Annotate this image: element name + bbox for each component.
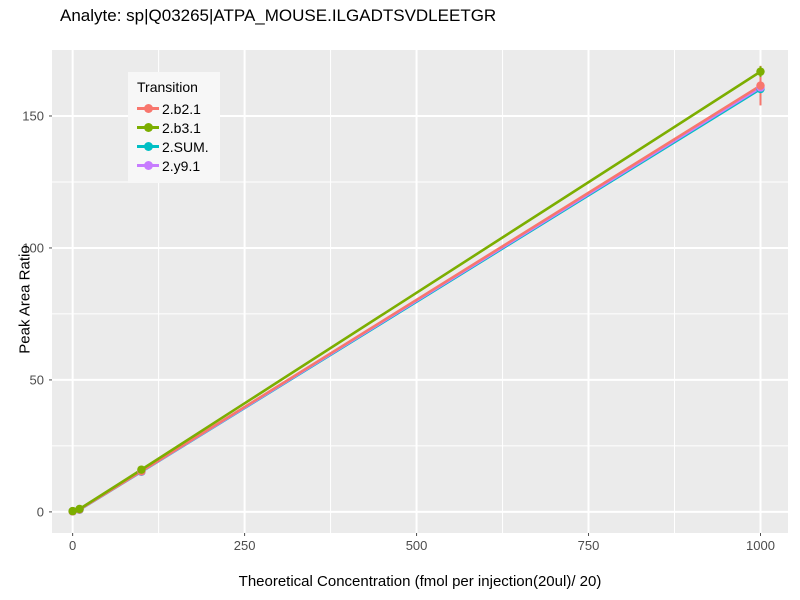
data-point-2.b2.1 (756, 81, 765, 90)
x-tick-label: 250 (233, 538, 256, 553)
data-point-2.b3.1 (137, 465, 146, 474)
legend-item-label: 2.y9.1 (162, 157, 201, 174)
legend-item-2.b2.1: 2.b2.1 (137, 99, 209, 118)
legend-item-label: 2.SUM. (162, 138, 209, 155)
minor-gridlines (52, 50, 788, 533)
x-axis-title: Theoretical Concentration (fmol per inje… (238, 573, 602, 590)
legend-item-label: 2.b3.1 (162, 119, 201, 136)
x-tick-label: 0 (69, 538, 77, 553)
legend-item-2.y9.1: 2.y9.1 (137, 156, 209, 175)
x-tick-label: 1000 (746, 538, 775, 553)
legend-item-2.SUM.: 2.SUM. (137, 137, 209, 156)
legend-items: 2.b2.1 2.b3.1 2.SUM. 2.y9.1 (137, 99, 209, 175)
legend-key-icon (137, 118, 159, 137)
legend-key-icon (137, 156, 159, 175)
axis-tick-marks (49, 115, 761, 536)
page-title: Analyte: sp|Q03265|ATPA_MOUSE.ILGADTSVDL… (60, 6, 497, 25)
major-gridlines (52, 50, 788, 533)
y-tick-label: 150 (22, 108, 44, 124)
legend-item-2.b3.1: 2.b3.1 (137, 118, 209, 137)
y-axis-title: Peak Area Ratio (16, 245, 34, 354)
legend-key-icon (137, 99, 159, 118)
legend: Transition 2.b2.1 2.b3.1 2.SUM. 2.y9.1 (128, 72, 220, 183)
legend-key-icon (137, 137, 159, 156)
data-point-2.b3.1 (756, 67, 765, 76)
legend-title: Transition (137, 79, 198, 95)
y-tick-label: 100 (22, 240, 44, 256)
y-tick-label: 50 (29, 372, 44, 388)
y-tick-label: 0 (36, 504, 44, 520)
legend-item-label: 2.b2.1 (162, 100, 201, 117)
data-point-2.b3.1 (68, 506, 77, 516)
x-tick-label: 500 (405, 538, 428, 553)
series-points (68, 67, 765, 516)
data-point-2.b3.1 (75, 504, 84, 514)
x-tick-label: 750 (577, 538, 600, 553)
y-axis-ticks: 0 50 100 150 (0, 0, 44, 600)
